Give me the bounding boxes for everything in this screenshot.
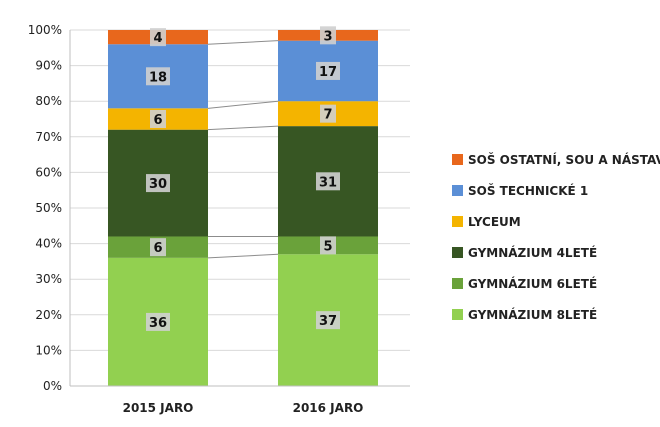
legend-label: GYMNÁZIUM 6LETÉ	[468, 276, 597, 291]
data-label-box	[150, 28, 166, 47]
y-tick-label: 30%	[35, 272, 62, 286]
data-labels: 36 6 30 6 18 4 37 5 31 7 17 3	[146, 26, 340, 331]
series-connectors	[207, 40, 279, 259]
legend-swatch	[452, 278, 463, 289]
legend: SOŠ OSTATNÍ, SOU A NÁSTAVBY SOŠ TECHNICKÉ…	[452, 152, 660, 322]
y-tick-label: 20%	[35, 308, 62, 322]
legend-label: SOŠ OSTATNÍ, SOU A NÁSTAVBY	[468, 152, 660, 167]
data-label: 6	[153, 241, 162, 256]
data-label-box	[320, 236, 336, 255]
x-tick-label: 2015 JARO	[123, 401, 194, 415]
series-connector	[207, 40, 279, 45]
legend-label: SOŠ TECHNICKÉ 1	[468, 183, 588, 198]
legend-swatch	[452, 309, 463, 320]
y-tick-label: 60%	[35, 165, 62, 179]
data-label: 37	[319, 314, 337, 329]
data-label: 18	[149, 70, 167, 85]
y-axis: 0% 10% 20% 30% 40% 50% 60% 70% 80% 90% 100%	[28, 23, 71, 393]
legend-swatch	[452, 154, 463, 165]
x-tick-label: 2016 JARO	[293, 401, 364, 415]
data-label: 36	[149, 316, 167, 331]
y-tick-label: 90%	[35, 59, 62, 73]
data-label: 6	[153, 113, 162, 128]
data-label-box	[316, 311, 340, 330]
data-label: 3	[323, 29, 332, 44]
data-label-box	[146, 67, 170, 86]
legend-swatch	[452, 185, 463, 196]
data-label-box	[146, 174, 170, 193]
legend-label: GYMNÁZIUM 4LETÉ	[468, 245, 597, 260]
x-axis: 2015 JARO 2016 JARO	[70, 385, 410, 415]
y-tick-label: 40%	[35, 237, 62, 251]
data-label-box	[320, 26, 336, 45]
y-tick-label: 0%	[43, 379, 62, 393]
data-label-box	[316, 61, 340, 80]
y-tick-label: 100%	[28, 23, 62, 37]
legend-label: GYMNÁZIUM 8LETÉ	[468, 307, 597, 322]
data-label: 4	[153, 31, 162, 46]
legend-swatch	[452, 216, 463, 227]
data-label: 30	[149, 177, 167, 192]
data-label-box	[146, 312, 170, 331]
data-label-box	[320, 104, 336, 123]
series-connector	[207, 253, 279, 259]
data-label: 17	[319, 65, 337, 80]
data-label: 5	[323, 239, 332, 254]
y-tick-label: 50%	[35, 201, 62, 215]
data-label: 7	[323, 108, 332, 123]
data-label-box	[150, 238, 166, 257]
legend-swatch	[452, 247, 463, 258]
y-tick-label: 70%	[35, 130, 62, 144]
data-label-box	[150, 110, 166, 128]
series-connector	[207, 125, 279, 131]
data-label: 31	[319, 175, 337, 190]
y-tick-label: 80%	[35, 94, 62, 108]
data-label-box	[316, 172, 340, 191]
series-connector	[207, 100, 279, 109]
legend-label: LYCEUM	[468, 215, 521, 229]
y-tick-label: 10%	[35, 343, 62, 357]
